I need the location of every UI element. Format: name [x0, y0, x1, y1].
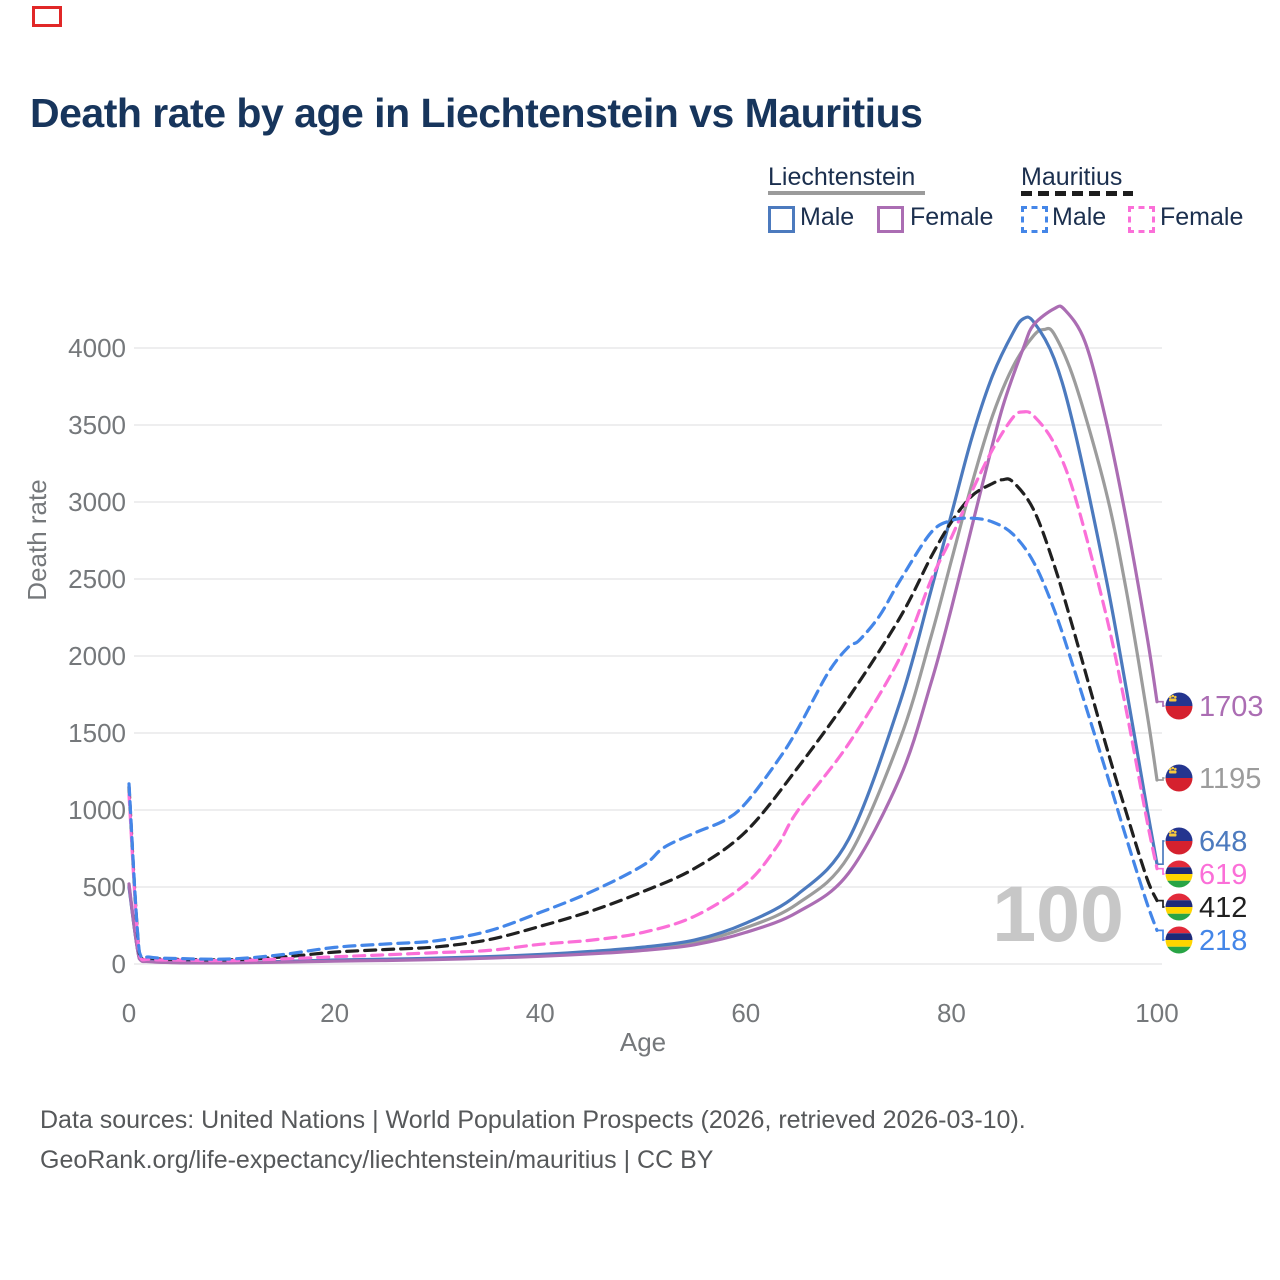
y-tick-label-4000: 4000 — [68, 333, 126, 363]
end-value-label-liechtenstein-female: 1703 — [1199, 691, 1264, 723]
footer-attribution: GeoRank.org/life-expectancy/liechtenstei… — [40, 1146, 714, 1174]
y-tick-label-2500: 2500 — [68, 564, 126, 594]
x-axis-tick-labels: 0 20 40 60 80 100 — [122, 998, 1179, 1028]
red-marker-box — [32, 6, 62, 27]
legend-mauritius-line-key — [1021, 191, 1133, 196]
y-tick-label-1500: 1500 — [68, 718, 126, 748]
end-label-connector-mauritius-both — [1158, 899, 1165, 908]
y-axis-title: Death rate — [22, 479, 52, 600]
end-label-connector-liechtenstein-male — [1158, 840, 1165, 866]
chart-title: Death rate by age in Liechtenstein vs Ma… — [30, 90, 923, 136]
legend-swatch-mauritius-male — [1021, 206, 1048, 233]
gridlines — [134, 347, 1162, 965]
footer-data-sources: Data sources: United Nations | World Pop… — [40, 1106, 1026, 1134]
y-tick-label-3500: 3500 — [68, 410, 126, 440]
y-tick-label-3000: 3000 — [68, 487, 126, 517]
legend-label-mauritius-male: Male — [1052, 203, 1107, 231]
mauritius-flag-icon — [1165, 893, 1193, 921]
x-tick-label-60: 60 — [731, 998, 760, 1028]
end-label-connector-liechtenstein-both — [1158, 777, 1165, 781]
liechtenstein-flag-icon — [1165, 692, 1193, 720]
x-tick-label-80: 80 — [937, 998, 966, 1028]
x-tick-label-40: 40 — [526, 998, 555, 1028]
x-tick-label-20: 20 — [320, 998, 349, 1028]
x-tick-label-0: 0 — [122, 998, 136, 1028]
legend-swatch-mauritius-female — [1128, 206, 1155, 233]
series-line-mauritius-male — [127, 516, 1159, 961]
series-line-mauritius-female — [127, 410, 1159, 963]
legend-label-mauritius-female: Female — [1160, 203, 1244, 231]
legend-label-liechtenstein-male: Male — [800, 203, 855, 231]
y-tick-label-2000: 2000 — [68, 641, 126, 671]
series-line-liechtenstein-female — [127, 304, 1159, 965]
x-axis-title: Age — [620, 1027, 666, 1057]
legend-group-mauritius-label: Mauritius — [1021, 163, 1123, 191]
y-tick-label-1000: 1000 — [68, 795, 126, 825]
mauritius-flag-icon — [1165, 860, 1193, 888]
legend-swatch-liechtenstein-female — [877, 206, 904, 233]
legend-group-liechtenstein-label: Liechtenstein — [768, 163, 916, 191]
end-label-connector-liechtenstein-female — [1158, 700, 1165, 707]
y-tick-label-0: 0 — [112, 949, 126, 979]
mauritius-flag-icon — [1165, 926, 1193, 954]
end-value-label-liechtenstein-both: 1195 — [1199, 763, 1261, 795]
series-lines — [127, 304, 1159, 965]
y-axis-tick-labels: 0 500 1000 1500 2000 2500 3000 3500 4000 — [68, 333, 126, 979]
end-value-label-liechtenstein-male: 648 — [1199, 826, 1247, 858]
legend-label-liechtenstein-female: Female — [910, 203, 994, 231]
age-watermark: 100 — [992, 869, 1124, 958]
end-label-connector-mauritius-male — [1158, 929, 1165, 941]
legend-liechtenstein-line-key — [768, 191, 925, 195]
end-label-connector-mauritius-female — [1158, 867, 1165, 875]
end-value-label-mauritius-female: 619 — [1199, 859, 1247, 891]
x-tick-label-100: 100 — [1135, 998, 1178, 1028]
series-line-liechtenstein-both — [127, 326, 1159, 965]
end-value-label-mauritius-male: 218 — [1199, 925, 1247, 957]
legend-swatch-liechtenstein-male — [768, 206, 795, 233]
end-value-label-mauritius-both: 412 — [1199, 892, 1247, 924]
y-tick-label-500: 500 — [83, 872, 126, 902]
liechtenstein-flag-icon — [1165, 827, 1193, 855]
series-line-mauritius-both — [127, 477, 1159, 962]
liechtenstein-flag-icon — [1165, 764, 1193, 792]
